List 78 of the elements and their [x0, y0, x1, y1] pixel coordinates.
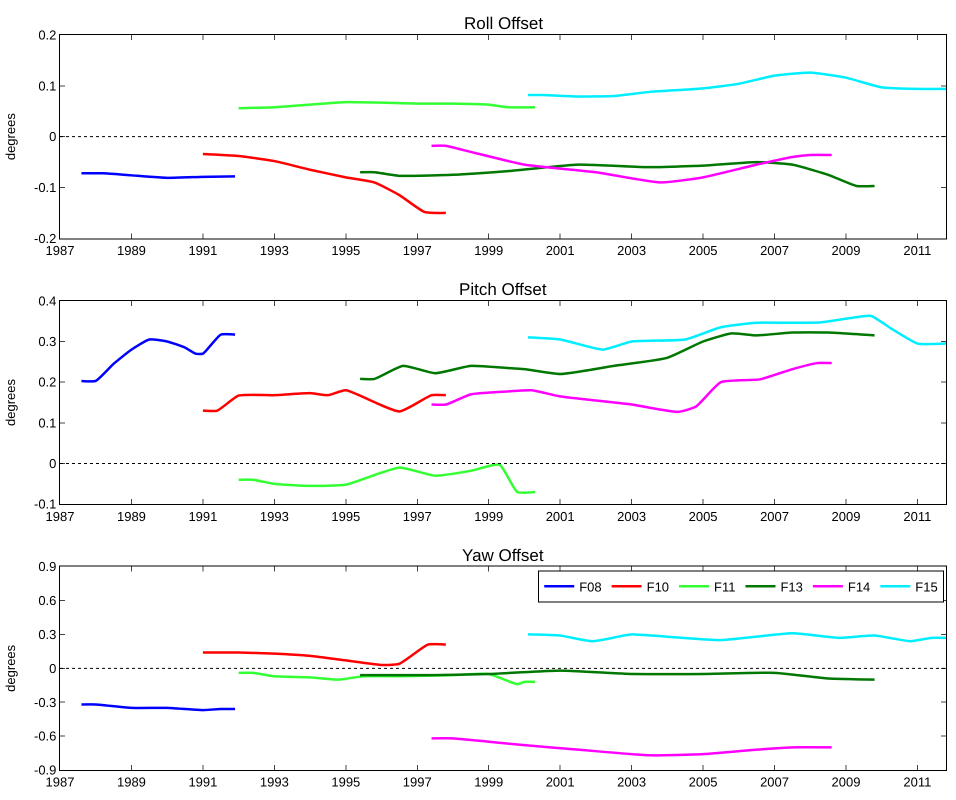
x-tick-label: 2001 [546, 242, 575, 258]
x-tick-label: 2009 [832, 242, 860, 258]
legend-label: F13 [780, 579, 803, 594]
x-tick-label: 1995 [331, 508, 360, 524]
x-tick-label: 2005 [688, 508, 718, 524]
y-tick-label: 0 [49, 456, 56, 472]
y-tick-label: -0.1 [34, 180, 56, 196]
x-tick-label: 1999 [474, 242, 504, 258]
x-tick-label: 1999 [474, 508, 504, 524]
x-tick-label: 1993 [260, 242, 289, 258]
x-tick-label: 1993 [260, 774, 289, 790]
x-tick-label: 1999 [474, 774, 504, 790]
x-tick-label: 2009 [832, 774, 860, 790]
x-tick-label: 1993 [260, 508, 289, 524]
y-tick-label: -0.3 [34, 694, 56, 710]
x-tick-label: 2001 [546, 508, 575, 524]
x-tick-label: 1995 [331, 242, 360, 258]
x-tick-label: 1991 [188, 774, 218, 790]
y-axis-title: degrees [2, 112, 18, 160]
y-tick-label: 0.3 [38, 334, 56, 350]
y-tick-label: 0.1 [38, 78, 56, 94]
x-tick-label: 2005 [688, 242, 718, 258]
y-tick-label: 0 [49, 129, 56, 144]
y-axis-title: degrees [2, 378, 18, 426]
x-tick-label: 2003 [617, 508, 646, 524]
line-series [202, 152, 448, 214]
x-tick-label: 1989 [116, 774, 146, 790]
line-series [358, 331, 876, 380]
line-series [237, 100, 536, 110]
x-tick-label: 1991 [188, 508, 218, 524]
x-tick-label: 1997 [402, 774, 432, 790]
chart-title: Yaw Offset [462, 546, 544, 565]
y-tick-label: 0.6 [38, 593, 56, 608]
line-series [237, 463, 536, 494]
legend-label: F11 [714, 579, 736, 594]
line-series [430, 144, 833, 184]
y-tick-label: -0.6 [34, 728, 56, 744]
x-tick-label: 1989 [116, 508, 146, 524]
line-series [358, 669, 876, 681]
legend-label: F08 [579, 579, 602, 594]
x-tick-label: 1995 [331, 774, 360, 790]
x-tick-label: 2011 [903, 774, 932, 790]
y-tick-label: 0.2 [38, 28, 56, 43]
y-tick-label: 0.1 [38, 415, 56, 430]
x-tick-label: 2009 [832, 508, 860, 524]
x-tick-label: 1997 [402, 242, 432, 258]
y-tick-label: 0.2 [38, 374, 56, 390]
line-series [526, 71, 946, 98]
x-tick-label: 1989 [116, 242, 146, 258]
line-series [526, 314, 946, 351]
y-tick-label: 0.4 [38, 293, 56, 308]
line-series [430, 737, 833, 757]
line-series [430, 362, 833, 414]
x-tick-label: 2007 [760, 508, 789, 524]
line-series [202, 389, 448, 413]
x-tick-label: 2007 [760, 242, 789, 258]
line-series [358, 160, 876, 188]
chart-title: Pitch Offset [459, 280, 547, 299]
x-tick-label: 2007 [760, 774, 789, 790]
x-tick-label: 2011 [903, 508, 932, 524]
legend-label: F15 [915, 579, 938, 594]
line-series [80, 332, 236, 383]
x-tick-label: 2001 [546, 774, 575, 790]
x-tick-label: 2003 [617, 242, 646, 258]
line-series [526, 632, 946, 642]
legend-label: F14 [848, 579, 870, 594]
legend-label: F10 [646, 579, 670, 594]
line-series [202, 642, 448, 666]
x-tick-label: 1991 [188, 242, 218, 258]
x-tick-label: 2005 [688, 774, 718, 790]
y-axis-title: degrees [2, 644, 18, 692]
y-tick-label: 0 [49, 660, 56, 676]
x-tick-label: 1997 [402, 508, 432, 524]
x-tick-label: 2011 [903, 242, 932, 258]
y-tick-label: 0.3 [38, 626, 56, 642]
chart-title: Roll Offset [464, 14, 544, 33]
y-tick-label: 0.9 [38, 559, 56, 574]
x-tick-label: 2003 [617, 774, 646, 790]
